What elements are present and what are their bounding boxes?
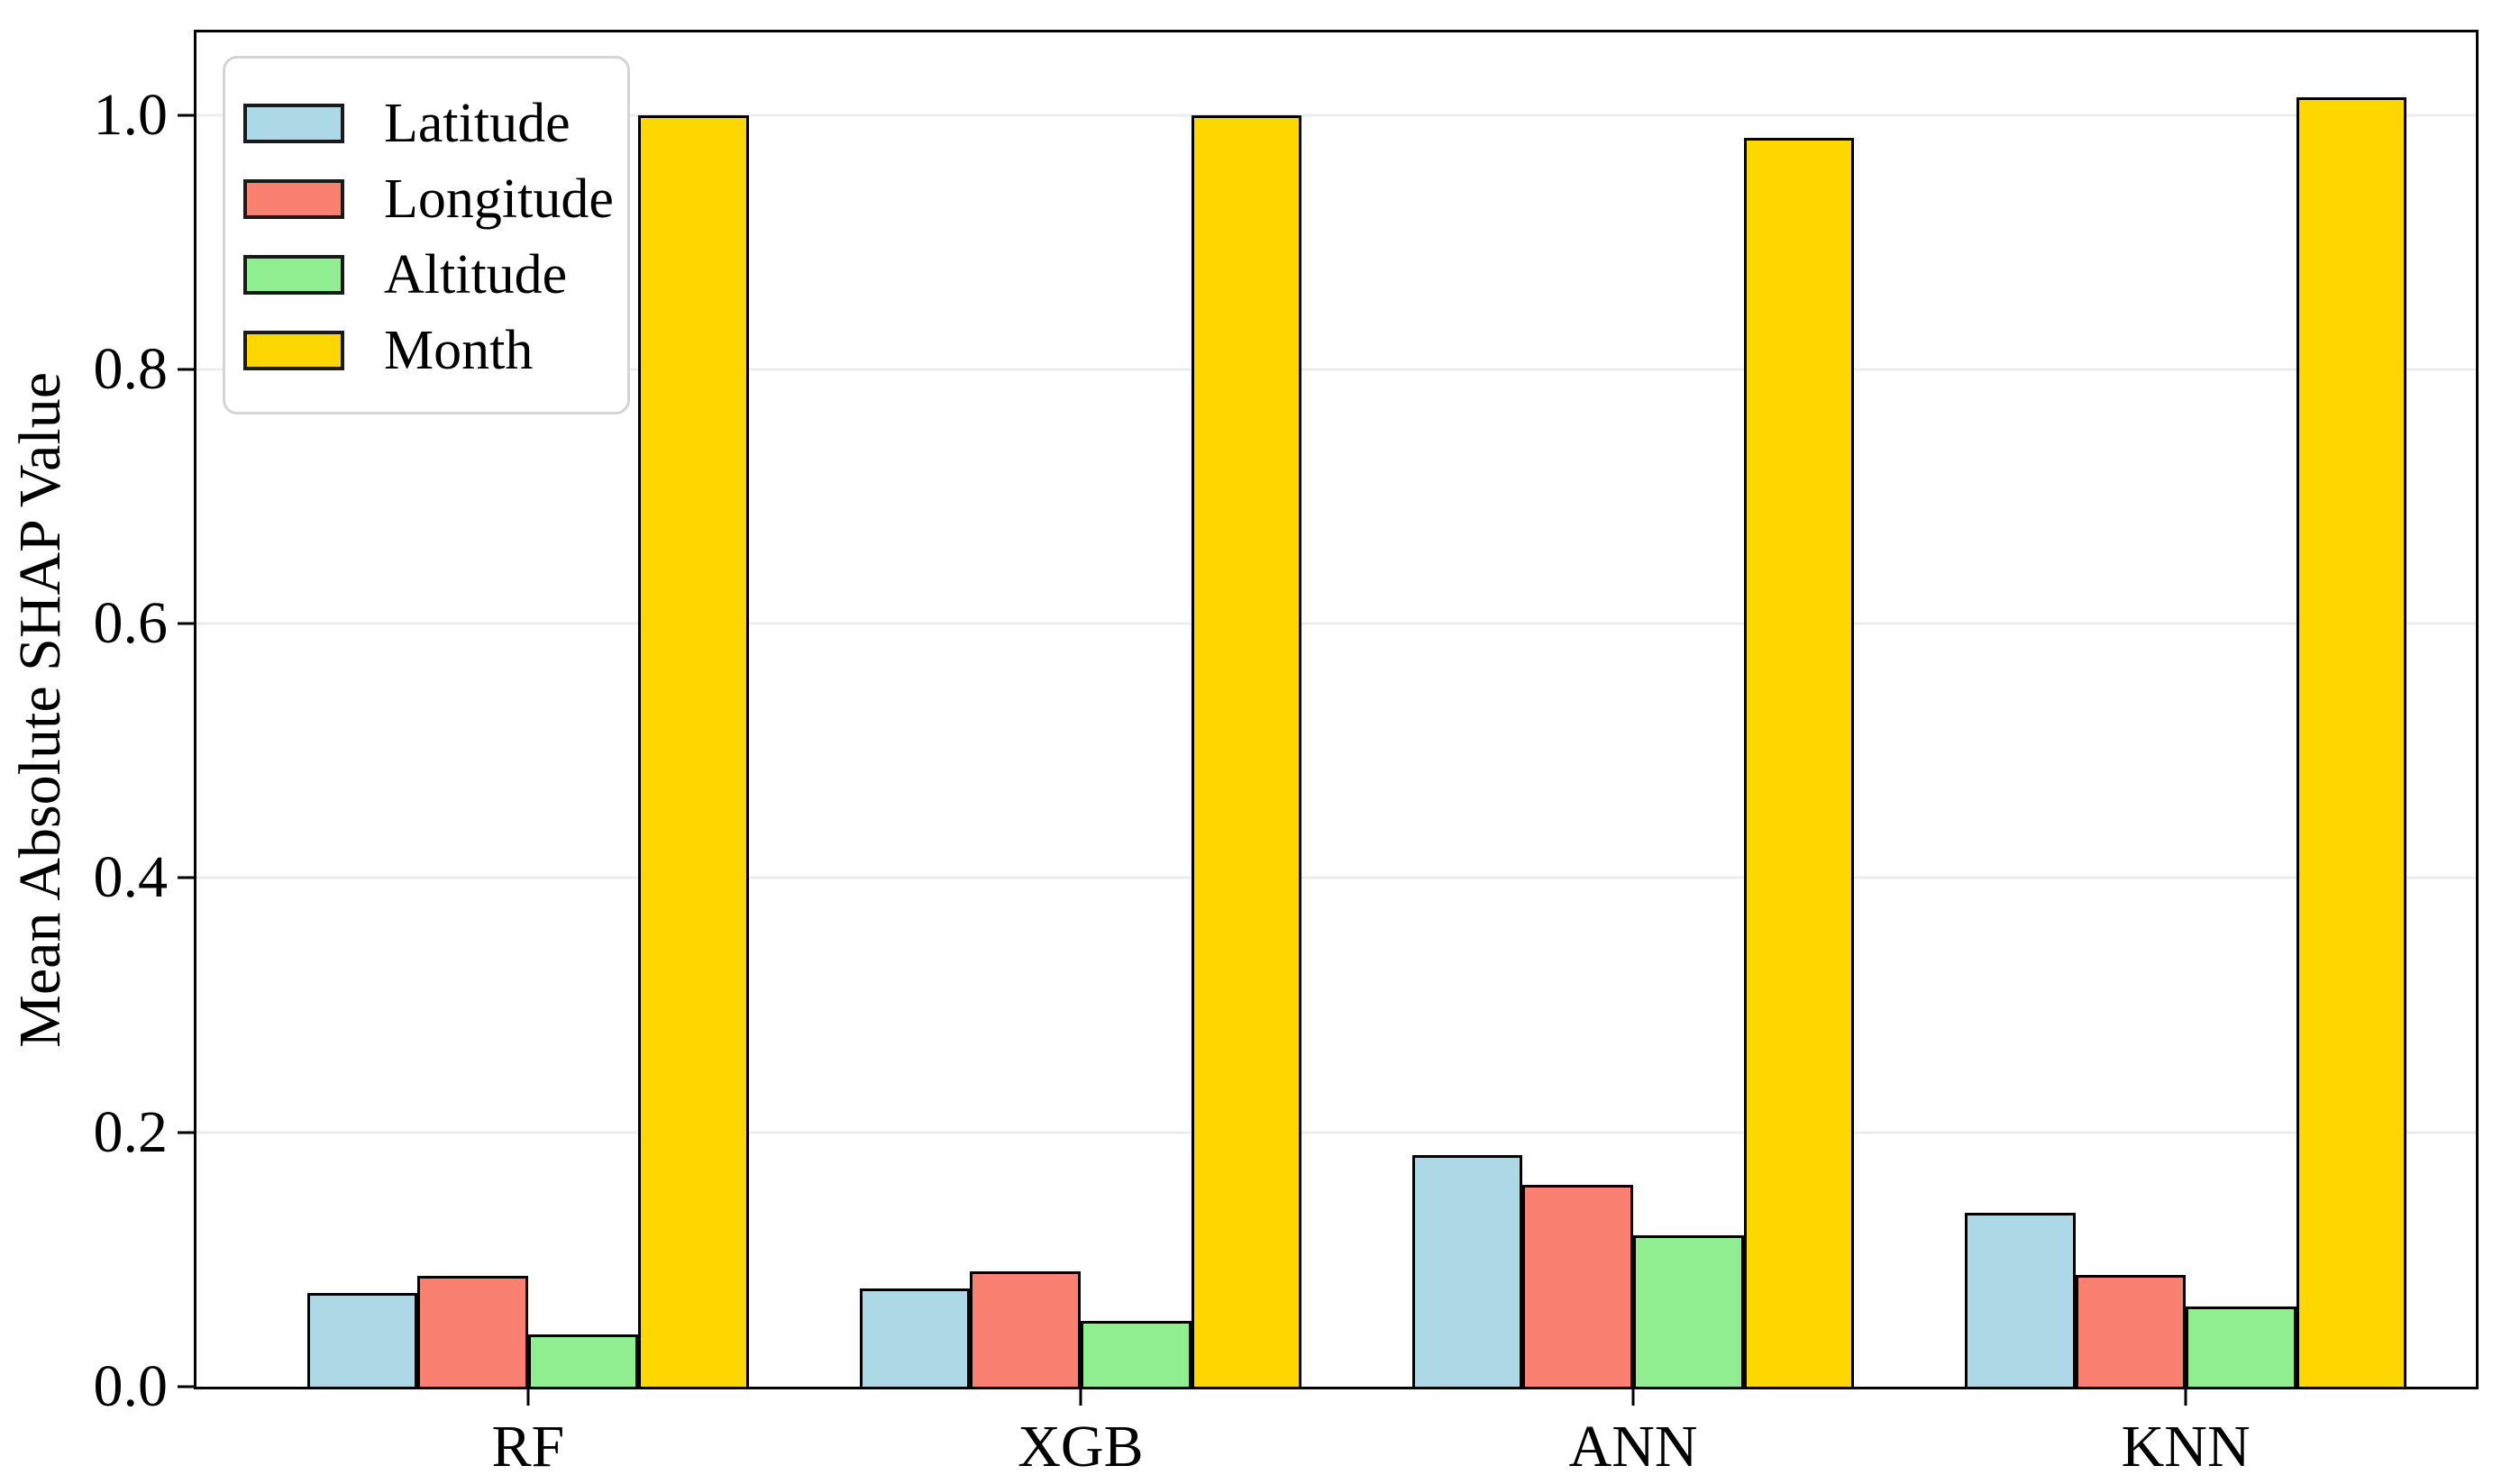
legend: Latitude Longitude Altitude Month xyxy=(223,56,630,414)
x-tick-mark-rf xyxy=(526,1389,530,1406)
bar-latitude-rf xyxy=(306,1292,418,1387)
legend-label-longitude: Longitude xyxy=(384,168,614,230)
legend-item-longitude: Longitude xyxy=(243,161,614,237)
y-tick-mark-1.0 xyxy=(178,114,194,117)
bar-month-rf xyxy=(638,114,750,1387)
y-tick-label-1.0: 1.0 xyxy=(93,81,169,148)
gridline-0.6 xyxy=(196,622,2476,625)
x-tick-mark-ann xyxy=(1631,1389,1635,1406)
x-tick-label-xgb: XGB xyxy=(1018,1414,1144,1479)
legend-item-altitude: Altitude xyxy=(243,237,600,313)
bar-longitude-rf xyxy=(417,1276,528,1387)
gridline-1.0 xyxy=(196,114,2476,117)
gridline-0.8 xyxy=(196,368,2476,371)
bar-longitude-knn xyxy=(2075,1274,2187,1387)
y-tick-label-0.6: 0.6 xyxy=(93,590,169,657)
gridline-0.4 xyxy=(196,876,2476,879)
y-tick-mark-0.4 xyxy=(178,876,194,879)
y-tick-mark-0.0 xyxy=(178,1385,194,1388)
x-tick-mark-xgb xyxy=(1079,1389,1082,1406)
legend-label-month: Month xyxy=(384,320,534,381)
legend-swatch-month xyxy=(243,331,344,370)
y-tick-label-0.0: 0.0 xyxy=(93,1353,169,1419)
bar-altitude-ann xyxy=(1633,1235,1744,1387)
y-tick-mark-0.2 xyxy=(178,1131,194,1134)
bar-altitude-knn xyxy=(2186,1306,2296,1387)
bar-longitude-ann xyxy=(1522,1184,1634,1387)
x-tick-label-knn: KNN xyxy=(2121,1414,2251,1479)
bar-month-ann xyxy=(1743,138,1855,1387)
plot-area: 0.0 0.2 0.4 0.6 0.8 1.0 RF XGB ANN KNN Latitude L… xyxy=(94,30,2479,1477)
x-tick-mark-knn xyxy=(2184,1389,2187,1406)
bar-month-xgb xyxy=(1191,114,1302,1387)
bar-latitude-ann xyxy=(1411,1155,1523,1387)
bar-month-knn xyxy=(2296,96,2407,1387)
legend-label-latitude: Latitude xyxy=(384,93,571,154)
legend-swatch-longitude xyxy=(243,179,344,219)
x-tick-label-rf: RF xyxy=(491,1414,565,1479)
legend-swatch-latitude xyxy=(243,104,344,143)
bar-altitude-rf xyxy=(527,1334,639,1387)
y-tick-mark-0.8 xyxy=(178,368,194,371)
y-axis-label-wrap: Mean Absolute SHAP Value xyxy=(7,30,73,1389)
legend-item-latitude: Latitude xyxy=(243,86,600,161)
y-axis-label: Mean Absolute SHAP Value xyxy=(7,371,73,1048)
y-tick-mark-0.6 xyxy=(178,622,194,625)
bar-latitude-xgb xyxy=(859,1288,971,1387)
gridline-0.2 xyxy=(196,1131,2476,1134)
legend-swatch-altitude xyxy=(243,255,344,295)
bar-longitude-xgb xyxy=(970,1270,1081,1387)
legend-rows: Latitude Longitude Altitude Month xyxy=(243,86,614,388)
y-tick-label-0.2: 0.2 xyxy=(93,1098,169,1165)
legend-item-month: Month xyxy=(243,313,600,388)
legend-label-altitude: Altitude xyxy=(384,244,568,305)
y-tick-label-0.8: 0.8 xyxy=(93,335,169,402)
y-tick-label-0.4: 0.4 xyxy=(93,844,169,911)
x-tick-label-ann: ANN xyxy=(1568,1414,1698,1479)
bar-altitude-xgb xyxy=(1080,1320,1192,1387)
bar-latitude-knn xyxy=(1964,1212,2076,1387)
